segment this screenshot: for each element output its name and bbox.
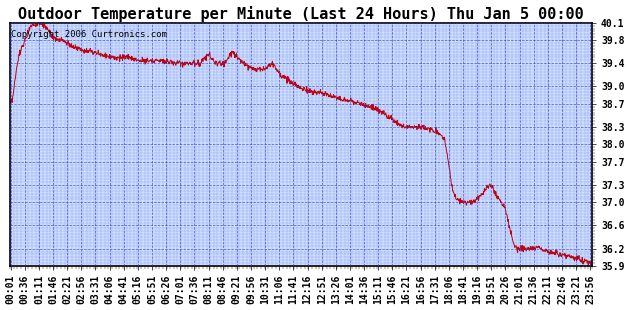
Text: Copyright 2006 Curtronics.com: Copyright 2006 Curtronics.com (11, 30, 167, 39)
Title: Outdoor Temperature per Minute (Last 24 Hours) Thu Jan 5 00:00: Outdoor Temperature per Minute (Last 24 … (18, 6, 584, 22)
